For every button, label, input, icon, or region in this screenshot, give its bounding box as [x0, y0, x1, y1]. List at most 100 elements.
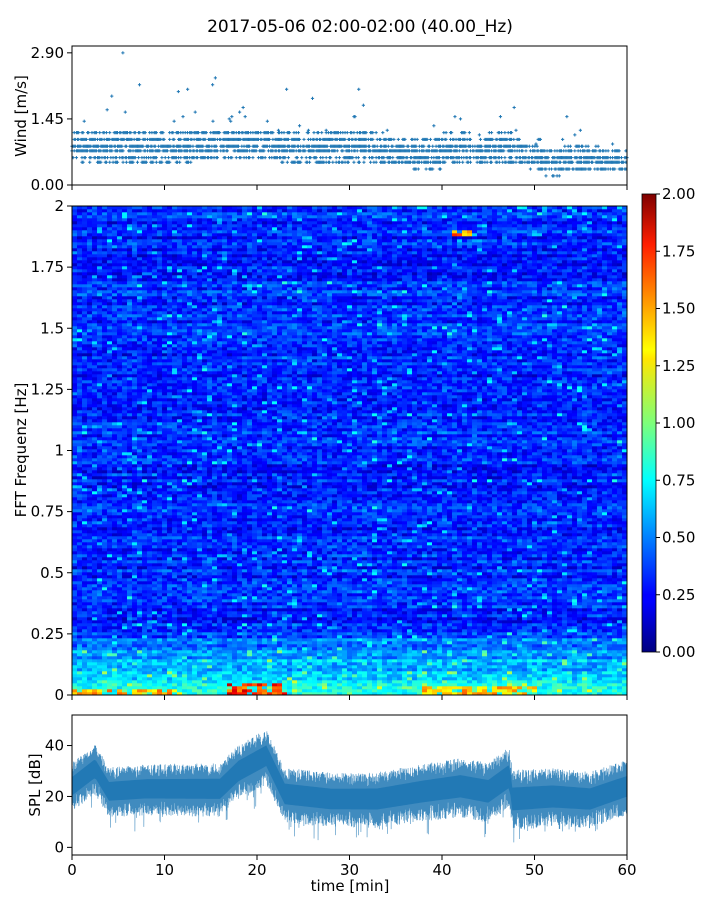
- spectrogram-cell: [327, 626, 332, 629]
- spectrogram-cell: [407, 632, 412, 635]
- spectrogram-cell: [357, 656, 362, 659]
- spectrogram-cell: [412, 620, 417, 623]
- spectrogram-cell: [462, 677, 467, 680]
- spectrogram-cell: [417, 617, 422, 620]
- spectrogram-cell: [432, 647, 437, 650]
- spectrogram-cell: [177, 641, 182, 644]
- spectrogram-cell: [177, 629, 182, 632]
- spectrogram-cell: [157, 647, 162, 650]
- spectrogram-cell: [372, 677, 377, 680]
- spectrogram-cell: [412, 680, 417, 683]
- spectrogram-cell: [522, 659, 527, 662]
- spectrogram-cell: [197, 674, 202, 677]
- spectrogram-cell: [602, 677, 607, 680]
- spectrogram-cell: [502, 689, 507, 692]
- spectrogram-cell: [307, 686, 312, 689]
- spectrogram-cell: [257, 620, 262, 623]
- spectrogram-cell: [382, 623, 387, 626]
- spectrogram-cell: [287, 638, 292, 641]
- spectrogram-cell: [592, 611, 597, 614]
- spectrogram-cell: [512, 644, 517, 647]
- spectrogram-cell: [252, 635, 257, 638]
- spectrogram-cell: [452, 677, 457, 680]
- spectrogram-cell: [247, 641, 252, 644]
- spectrogram-cell: [567, 641, 572, 644]
- spectrogram-cell: [72, 650, 77, 653]
- spectrogram-cell: [132, 650, 137, 653]
- spectrogram-cell: [412, 626, 417, 629]
- spectrogram-cell: [77, 647, 82, 650]
- spectrogram-cell: [257, 608, 262, 611]
- spectrogram-cell: [292, 689, 297, 692]
- spectrogram-cell: [77, 671, 82, 674]
- spectrogram-cell: [112, 689, 117, 692]
- spectrogram-cell: [367, 638, 372, 641]
- spectrogram-cell: [577, 623, 582, 626]
- spectrogram-cell: [482, 659, 487, 662]
- spectrogram-cell: [297, 623, 302, 626]
- spectrogram-cell: [282, 638, 287, 641]
- spectrogram-cell: [392, 659, 397, 662]
- spectrogram-cell: [112, 626, 117, 629]
- spectrogram-cell: [587, 683, 592, 686]
- spectrogram-cell: [152, 647, 157, 650]
- wind-point: [387, 145, 390, 148]
- spectrogram-heatmap: [72, 206, 627, 695]
- spectrogram-cell: [262, 680, 267, 683]
- spectrogram-cell: [357, 644, 362, 647]
- spectrogram-cell: [492, 623, 497, 626]
- spectrogram-cell: [582, 632, 587, 635]
- spectrogram-cell: [612, 689, 617, 692]
- spectrogram-cell: [292, 608, 297, 611]
- spectrogram-cell: [587, 614, 592, 617]
- spectrogram-cell: [112, 650, 117, 653]
- spectrogram-cell: [217, 629, 222, 632]
- spectrogram-cell: [152, 641, 157, 644]
- spectrogram-cell: [242, 620, 247, 623]
- spectrogram-cell: [92, 614, 97, 617]
- spectrogram-cell: [72, 659, 77, 662]
- spectrogram-cell: [512, 689, 517, 692]
- spectrogram-cell: [602, 653, 607, 656]
- spectrogram-cell: [487, 614, 492, 617]
- spectrogram-cell: [507, 629, 512, 632]
- spectrogram-cell: [127, 671, 132, 674]
- spectrogram-cell: [307, 635, 312, 638]
- spectrogram-cell: [457, 677, 462, 680]
- spectrogram-cell: [567, 638, 572, 641]
- spectrogram-cell: [82, 686, 87, 689]
- spectrogram-cell: [202, 683, 207, 686]
- spectrogram-cell: [292, 623, 297, 626]
- spectrogram-cell: [392, 647, 397, 650]
- spectrogram-cell: [117, 608, 122, 611]
- spectrogram-cell: [477, 620, 482, 623]
- spectrogram-cell: [312, 635, 317, 638]
- spectrogram-cell: [467, 656, 472, 659]
- spectrogram-cell: [527, 659, 532, 662]
- spectrogram-cell: [362, 608, 367, 611]
- spectrogram-cell: [282, 665, 287, 668]
- spectrogram-cell: [487, 680, 492, 683]
- spectrogram-cell: [602, 620, 607, 623]
- spectrogram-cell: [357, 659, 362, 662]
- spectrogram-cell: [72, 623, 77, 626]
- spectrogram-cell: [337, 689, 342, 692]
- spectrogram-cell: [302, 638, 307, 641]
- spectrogram-cell: [412, 611, 417, 614]
- spectrogram-cell: [222, 689, 227, 692]
- spectrogram-cell: [552, 641, 557, 644]
- spectrogram-cell: [447, 644, 452, 647]
- spectrogram-cell: [447, 617, 452, 620]
- spectrogram-cell: [107, 662, 112, 665]
- spectrogram-cell: [292, 671, 297, 674]
- spectrogram-cell: [102, 674, 107, 677]
- spectrogram-cell: [282, 677, 287, 680]
- spectrogram-cell: [92, 623, 97, 626]
- spectrogram-cell: [457, 632, 462, 635]
- spectrogram-cell: [127, 620, 132, 623]
- spectrogram-cell: [517, 638, 522, 641]
- wind-point: [321, 156, 324, 159]
- wind-axes: 0.001.452.90: [31, 44, 627, 194]
- spectrogram-cell: [147, 683, 152, 686]
- spectrogram-cell: [227, 641, 232, 644]
